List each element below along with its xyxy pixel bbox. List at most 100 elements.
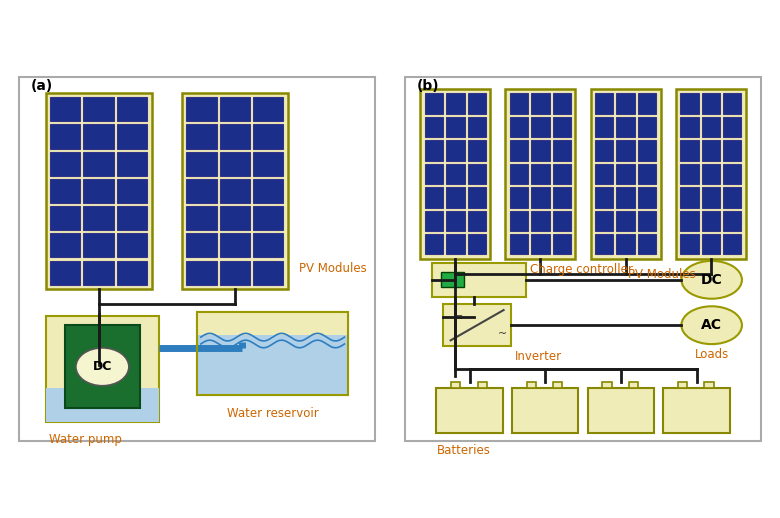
Bar — [553, 187, 571, 208]
Bar — [602, 382, 612, 387]
Bar — [701, 187, 720, 208]
Bar — [477, 382, 487, 387]
Bar — [680, 211, 699, 231]
Bar — [425, 211, 443, 231]
Bar — [723, 117, 741, 137]
Bar — [638, 117, 656, 137]
Text: Water reservoir: Water reservoir — [227, 407, 318, 420]
Bar — [701, 164, 720, 184]
Bar — [588, 387, 654, 433]
Bar — [616, 234, 635, 254]
Bar — [638, 164, 656, 184]
Bar — [616, 187, 635, 208]
Bar — [117, 261, 147, 285]
Bar — [680, 164, 699, 184]
Bar — [420, 89, 491, 259]
Ellipse shape — [76, 348, 129, 386]
Bar — [182, 93, 288, 289]
Bar — [446, 187, 465, 208]
Bar — [50, 124, 80, 149]
Bar — [678, 382, 687, 387]
Bar — [467, 187, 486, 208]
Text: Batteries: Batteries — [437, 444, 491, 457]
Bar — [117, 179, 147, 203]
Bar — [50, 206, 80, 230]
Bar — [531, 117, 550, 137]
Bar — [680, 117, 699, 137]
Bar — [186, 124, 217, 149]
Bar — [723, 211, 741, 231]
Bar — [467, 117, 486, 137]
Bar — [638, 211, 656, 231]
Bar — [680, 234, 699, 254]
Bar — [510, 140, 528, 161]
Bar — [425, 140, 443, 161]
Bar — [526, 382, 536, 387]
Bar — [451, 382, 460, 387]
Ellipse shape — [682, 306, 742, 344]
Bar — [629, 382, 638, 387]
Bar — [197, 312, 349, 395]
Text: Loads: Loads — [694, 348, 729, 361]
Bar — [616, 140, 635, 161]
Bar — [510, 164, 528, 184]
Bar — [531, 234, 550, 254]
Text: (a): (a) — [30, 79, 53, 93]
Bar — [590, 89, 661, 259]
Bar — [675, 89, 746, 259]
Bar — [510, 234, 528, 254]
Bar — [446, 234, 465, 254]
Bar — [186, 179, 217, 203]
Bar — [83, 206, 114, 230]
Bar — [553, 164, 571, 184]
Bar — [45, 316, 159, 422]
Bar — [467, 164, 486, 184]
Bar — [425, 117, 443, 137]
Bar — [595, 234, 613, 254]
Bar — [680, 140, 699, 161]
Bar — [220, 233, 250, 257]
Bar — [253, 124, 283, 149]
Bar — [220, 124, 250, 149]
Bar — [531, 164, 550, 184]
Bar — [83, 152, 114, 176]
Bar — [220, 261, 250, 285]
Bar — [510, 93, 528, 114]
Bar — [553, 382, 562, 387]
Bar — [446, 140, 465, 161]
Bar — [50, 152, 80, 176]
Bar — [616, 164, 635, 184]
Text: ~: ~ — [498, 329, 507, 339]
Bar — [50, 261, 80, 285]
Ellipse shape — [682, 261, 742, 299]
Bar — [638, 187, 656, 208]
Bar — [443, 305, 511, 346]
Bar — [432, 263, 526, 297]
Text: Inverter: Inverter — [515, 350, 562, 363]
Bar — [117, 233, 147, 257]
Bar — [512, 387, 578, 433]
Bar — [723, 93, 741, 114]
Bar — [510, 211, 528, 231]
Bar — [531, 140, 550, 161]
Bar — [553, 140, 571, 161]
Bar — [253, 261, 283, 285]
Bar — [638, 93, 656, 114]
Bar — [197, 312, 349, 335]
Bar — [83, 124, 114, 149]
Bar — [446, 117, 465, 137]
Bar — [638, 140, 656, 161]
Bar — [117, 206, 147, 230]
Bar — [701, 234, 720, 254]
Bar — [467, 93, 486, 114]
Text: AC: AC — [701, 318, 722, 332]
Bar — [220, 97, 250, 121]
Bar — [220, 152, 250, 176]
Bar — [616, 117, 635, 137]
Bar — [117, 124, 147, 149]
Bar — [50, 233, 80, 257]
Bar — [83, 97, 114, 121]
Bar — [616, 93, 635, 114]
Bar — [553, 93, 571, 114]
Bar — [638, 234, 656, 254]
